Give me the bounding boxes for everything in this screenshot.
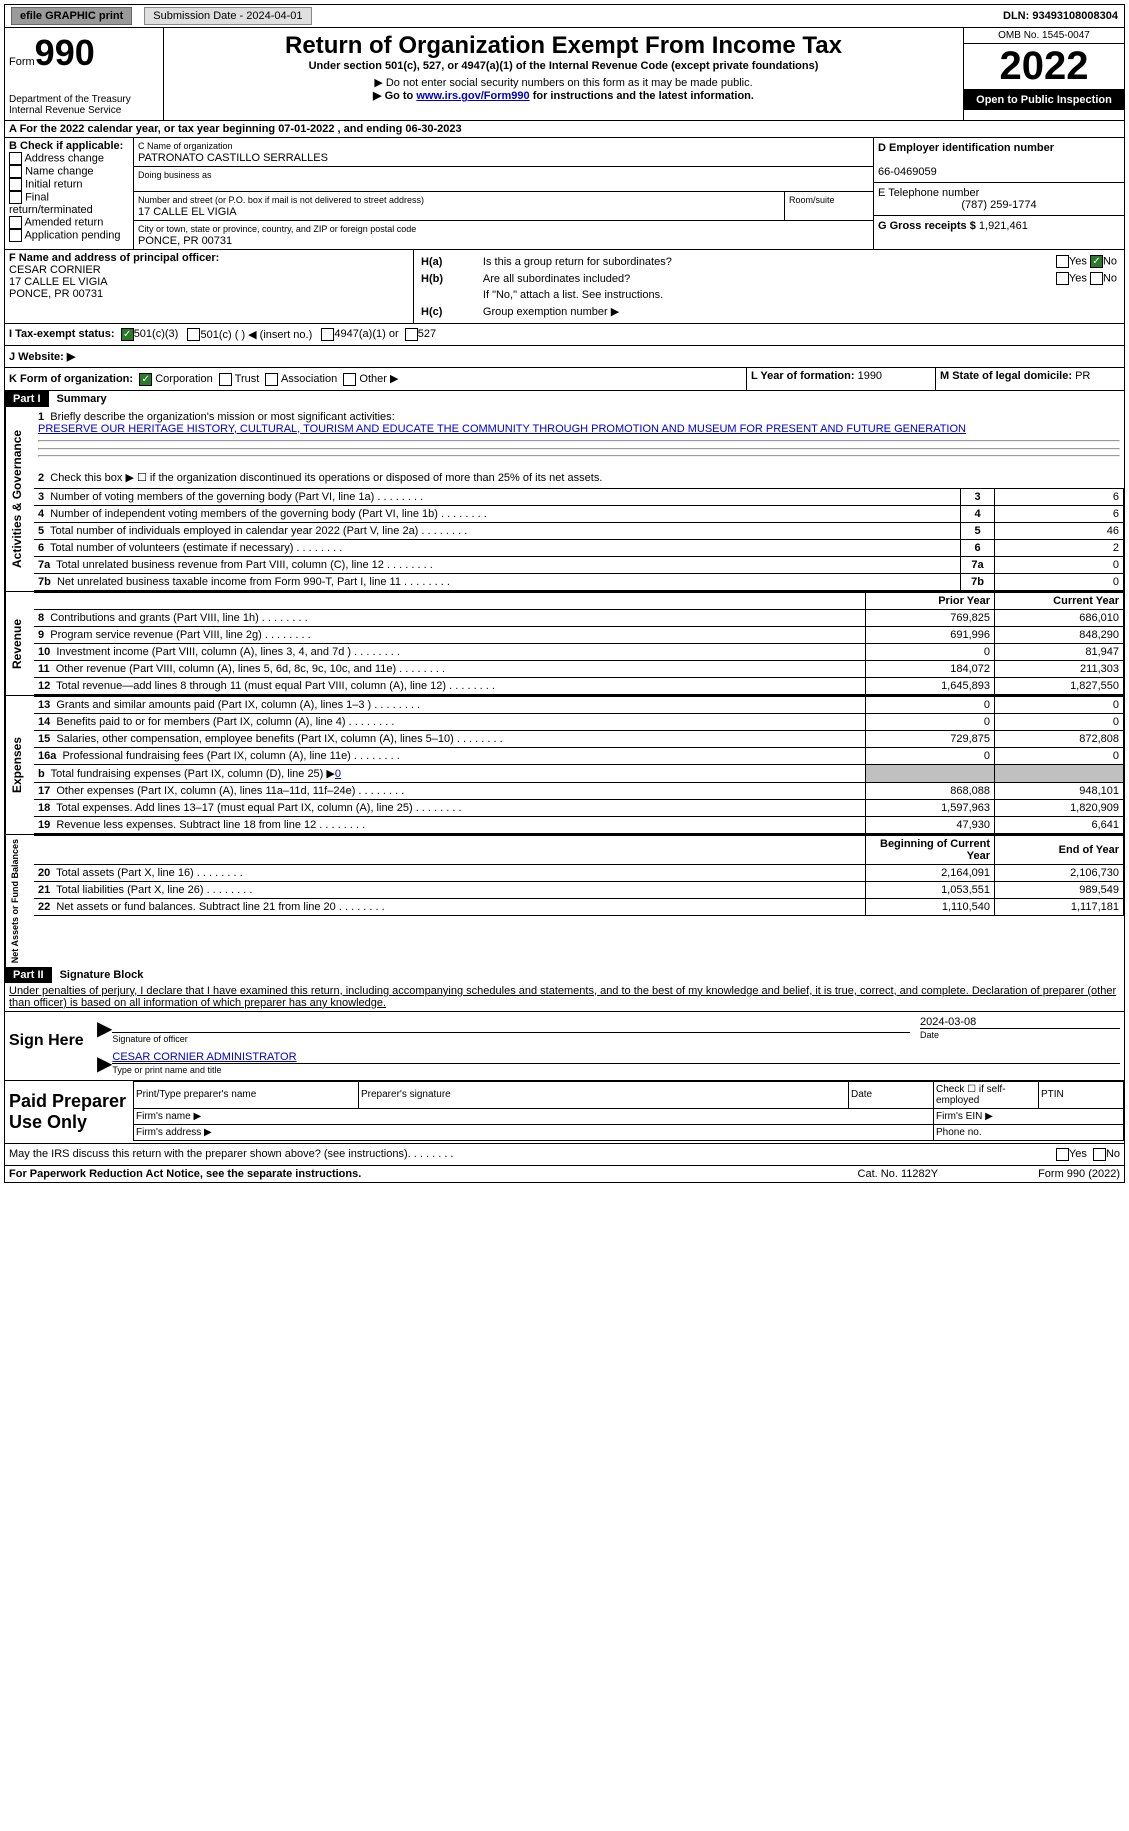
section-a: A For the 2022 calendar year, or tax yea…: [5, 121, 1124, 138]
submission-btn[interactable]: Submission Date - 2024-04-01: [144, 7, 311, 25]
part2-header: Part II Signature Block: [5, 967, 1124, 983]
tab-revenue: Revenue: [5, 592, 34, 695]
top-bar: efile GRAPHIC print Submission Date - 20…: [4, 4, 1125, 28]
section-b: B Check if applicable: Address change Na…: [5, 138, 134, 249]
tab-netassets: Net Assets or Fund Balances: [5, 835, 34, 967]
paid-preparer: Paid Preparer Use Only: [5, 1081, 133, 1143]
part1-header: Part I Summary: [5, 391, 1124, 407]
irs-link[interactable]: www.irs.gov/Form990: [416, 90, 529, 102]
efile-btn[interactable]: efile GRAPHIC print: [11, 7, 132, 25]
sign-here: Sign Here: [5, 1012, 93, 1080]
ein: 66-0469059: [878, 166, 937, 178]
declaration: Under penalties of perjury, I declare th…: [5, 983, 1124, 1012]
section-f: F Name and address of principal officer:…: [5, 250, 414, 323]
tab-activities: Activities & Governance: [5, 407, 34, 591]
form-id-box: Form990 Department of the Treasury Inter…: [5, 28, 164, 120]
dln: DLN: 93493108008304: [997, 8, 1124, 24]
form-title-box: Return of Organization Exempt From Incom…: [164, 28, 963, 120]
org-name: PATRONATO CASTILLO SERRALLES: [138, 152, 328, 164]
year-box: OMB No. 1545-0047 2022 Open to Public In…: [963, 28, 1124, 120]
mission-text: PRESERVE OUR HERITAGE HISTORY, CULTURAL,…: [38, 423, 966, 435]
tab-expenses: Expenses: [5, 696, 34, 834]
